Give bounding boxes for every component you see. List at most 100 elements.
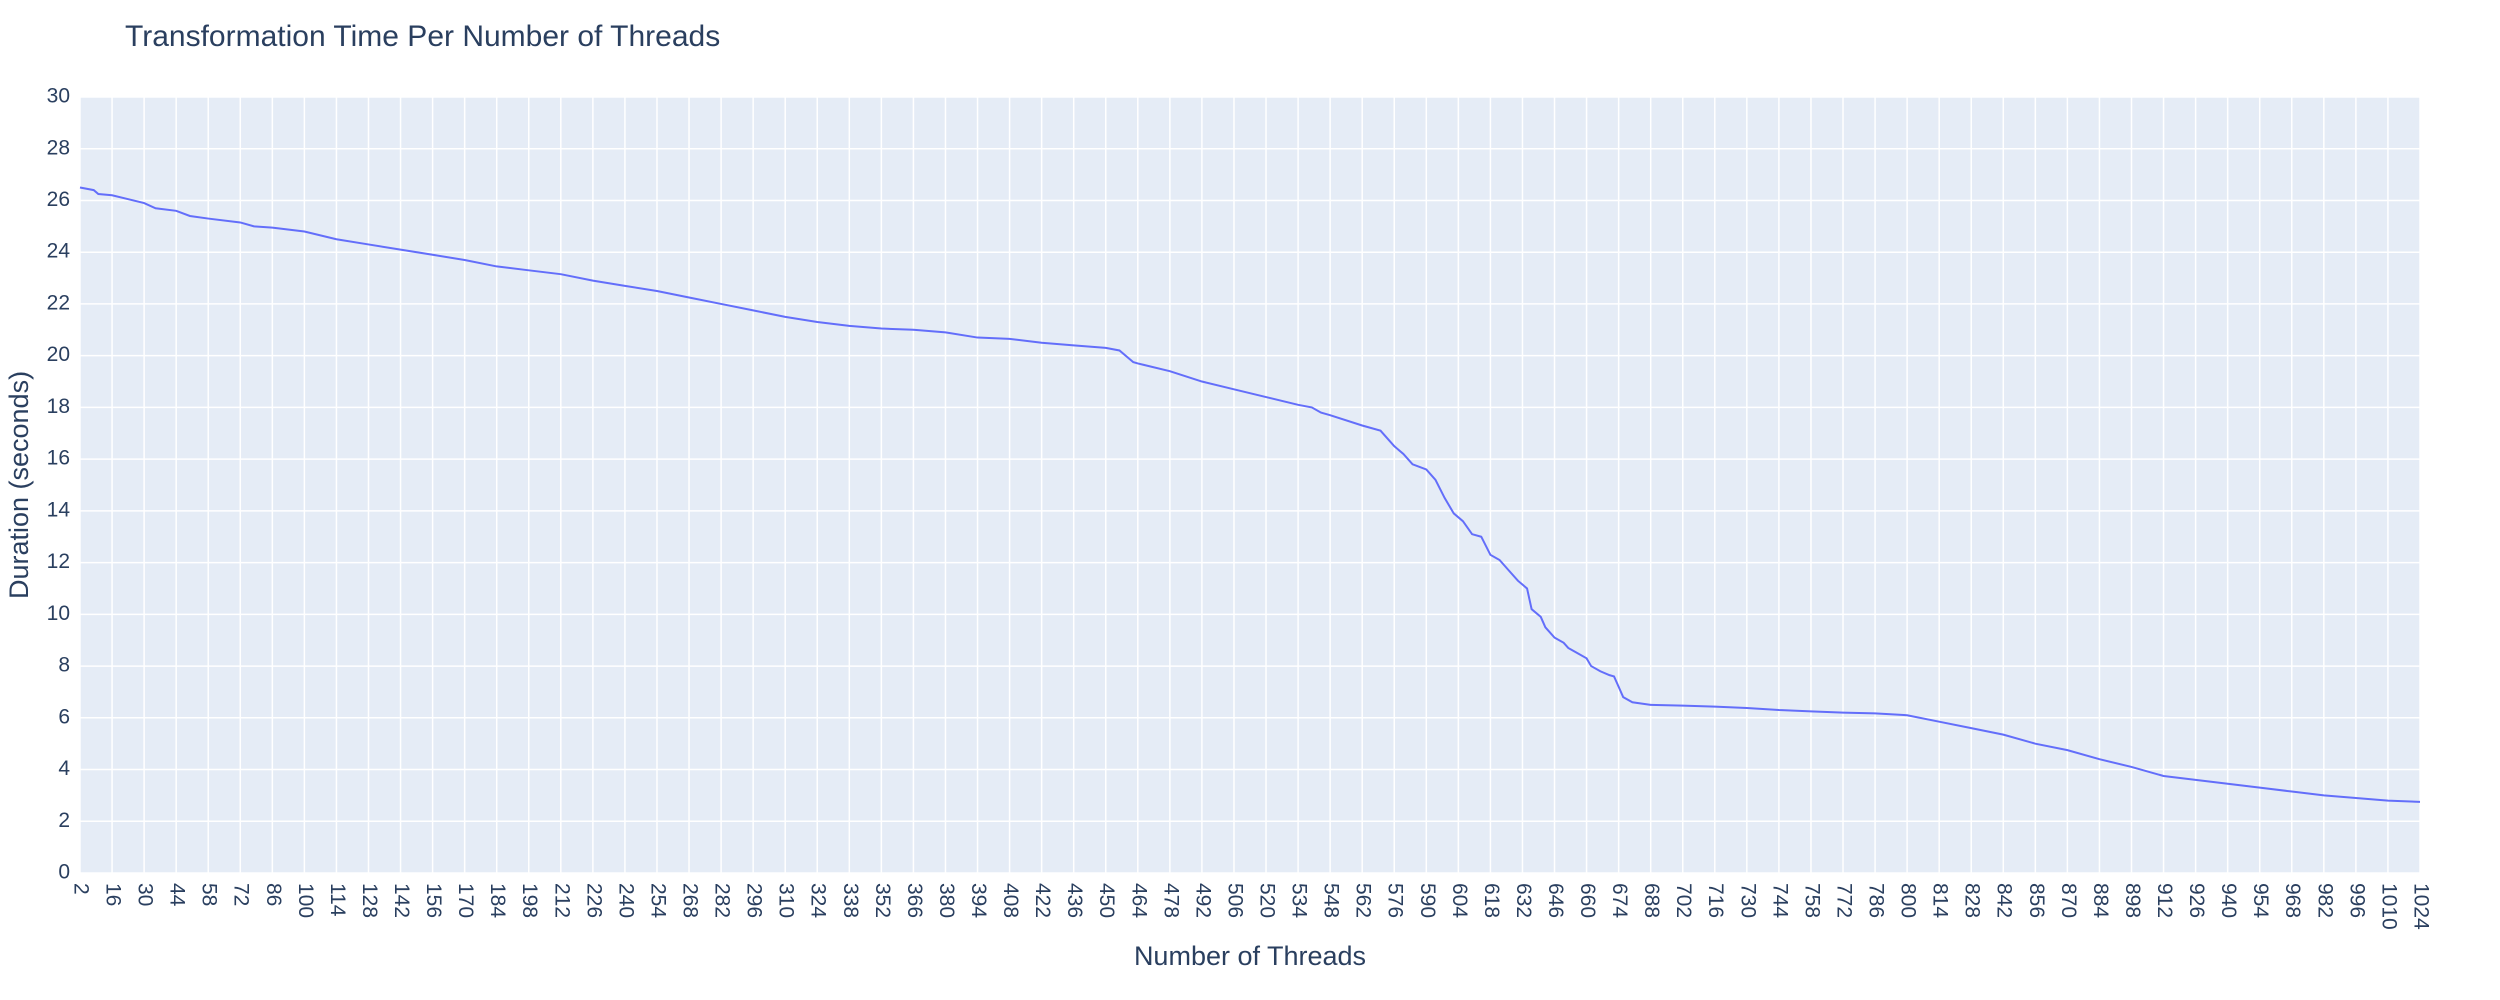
y-tick-label: 0 bbox=[58, 861, 70, 884]
x-tick-label: 128 bbox=[358, 883, 381, 918]
x-tick-label: 996 bbox=[2345, 883, 2368, 918]
x-tick-label: 618 bbox=[1480, 883, 1503, 918]
x-tick-label: 506 bbox=[1223, 883, 1246, 918]
y-tick-label: 2 bbox=[58, 809, 70, 832]
x-tick-label: 478 bbox=[1159, 883, 1182, 918]
x-tick-label: 940 bbox=[2217, 883, 2240, 918]
x-tick-label: 898 bbox=[2121, 883, 2144, 918]
y-tick-label: 18 bbox=[47, 395, 70, 418]
x-tick-label: 464 bbox=[1127, 883, 1150, 918]
x-tick-label: 492 bbox=[1191, 883, 1214, 918]
y-tick-label: 10 bbox=[47, 602, 70, 625]
x-tick-label: 72 bbox=[230, 883, 253, 906]
x-tick-label: 268 bbox=[678, 883, 701, 918]
x-tick-label: 772 bbox=[1832, 883, 1855, 918]
x-tick-label: 450 bbox=[1095, 883, 1118, 918]
x-tick-label: 758 bbox=[1800, 883, 1823, 918]
x-tick-label: 604 bbox=[1448, 883, 1471, 918]
x-tick-label: 58 bbox=[198, 883, 221, 906]
x-tick-label: 870 bbox=[2057, 883, 2080, 918]
x-tick-label: 184 bbox=[486, 883, 509, 918]
x-tick-label: 380 bbox=[935, 883, 958, 918]
x-tick-label: 702 bbox=[1672, 883, 1695, 918]
y-tick-label: 16 bbox=[47, 447, 70, 470]
x-tick-label: 408 bbox=[999, 883, 1022, 918]
x-tick-label: 576 bbox=[1384, 883, 1407, 918]
x-tick-label: 786 bbox=[1865, 883, 1888, 918]
y-tick-label: 12 bbox=[47, 550, 70, 573]
x-tick-label: 394 bbox=[967, 883, 990, 918]
plot-background bbox=[80, 97, 2420, 873]
y-tick-label: 8 bbox=[58, 654, 70, 677]
x-tick-label: 548 bbox=[1320, 883, 1343, 918]
x-tick-label: 240 bbox=[614, 883, 637, 918]
x-tick-label: 520 bbox=[1255, 883, 1278, 918]
y-axis-title: Duration (seconds) bbox=[4, 371, 34, 599]
y-tick-label: 6 bbox=[58, 705, 70, 728]
x-tick-label: 590 bbox=[1416, 883, 1439, 918]
y-tick-label: 24 bbox=[47, 240, 71, 263]
x-tick-label: 86 bbox=[262, 883, 285, 906]
marks bbox=[79, 186, 2421, 803]
y-tick-label: 30 bbox=[47, 85, 70, 108]
x-tick-label: 352 bbox=[871, 883, 894, 918]
x-tick-label: 828 bbox=[1961, 883, 1984, 918]
data-line bbox=[79, 186, 2421, 803]
x-tick-label: 842 bbox=[1993, 883, 2016, 918]
x-tick-label: 212 bbox=[550, 883, 573, 918]
x-tick-label: 716 bbox=[1704, 883, 1727, 918]
x-tick-label: 1010 bbox=[2377, 883, 2400, 930]
y-tick-label: 28 bbox=[47, 136, 70, 159]
x-tick-label: 296 bbox=[743, 883, 766, 918]
x-tick-label: 198 bbox=[518, 883, 541, 918]
x-tick-label: 282 bbox=[711, 883, 734, 918]
x-tick-label: 436 bbox=[1063, 883, 1086, 918]
x-tick-label: 44 bbox=[166, 883, 189, 907]
y-tick-label: 26 bbox=[47, 188, 70, 211]
y-tick-label: 14 bbox=[47, 498, 71, 521]
x-tick-label: 142 bbox=[390, 883, 413, 918]
x-tick-label: 226 bbox=[582, 883, 605, 918]
x-tick-label: 926 bbox=[2185, 883, 2208, 918]
x-tick-label: 534 bbox=[1288, 883, 1311, 918]
x-tick-label: 16 bbox=[102, 883, 125, 906]
x-tick-label: 674 bbox=[1608, 883, 1631, 918]
x-tick-label: 982 bbox=[2313, 883, 2336, 918]
x-tick-label: 100 bbox=[294, 883, 317, 918]
x-tick-label: 254 bbox=[646, 883, 669, 918]
x-tick-label: 730 bbox=[1736, 883, 1759, 918]
x-tick-label: 156 bbox=[422, 883, 445, 918]
x-axis-title: Number of Threads bbox=[1134, 941, 1366, 971]
x-tick-label: 324 bbox=[807, 883, 830, 918]
x-tick-label: 814 bbox=[1929, 883, 1952, 918]
y-tick-label: 4 bbox=[58, 757, 70, 780]
x-tick-label: 562 bbox=[1352, 883, 1375, 918]
chart-title: Transformation Time Per Number of Thread… bbox=[125, 20, 720, 53]
x-tick-label: 2 bbox=[69, 883, 92, 895]
x-tick-label: 366 bbox=[903, 883, 926, 918]
x-tick-label: 30 bbox=[134, 883, 157, 906]
x-tick-label: 968 bbox=[2281, 883, 2304, 918]
x-tick-label: 310 bbox=[775, 883, 798, 918]
x-tick-label: 856 bbox=[2025, 883, 2048, 918]
y-tick-label: 20 bbox=[47, 343, 70, 366]
x-tick-label: 660 bbox=[1576, 883, 1599, 918]
x-tick-label: 646 bbox=[1544, 883, 1567, 918]
x-tick-label: 632 bbox=[1512, 883, 1535, 918]
x-tick-label: 688 bbox=[1640, 883, 1663, 918]
x-tick-label: 422 bbox=[1031, 883, 1054, 918]
x-tick-label: 114 bbox=[326, 883, 349, 917]
x-tick-label: 338 bbox=[839, 883, 862, 918]
x-tick-label: 744 bbox=[1768, 883, 1791, 918]
x-tick-label: 170 bbox=[454, 883, 477, 918]
grid bbox=[79, 96, 2421, 874]
x-tick-label: 800 bbox=[1897, 883, 1920, 918]
x-tick-label: 912 bbox=[2153, 883, 2176, 918]
y-tick-label: 22 bbox=[47, 291, 70, 314]
x-tick-label: 954 bbox=[2249, 883, 2272, 918]
x-tick-label: 1024 bbox=[2409, 883, 2432, 930]
x-tick-label: 884 bbox=[2089, 883, 2112, 918]
